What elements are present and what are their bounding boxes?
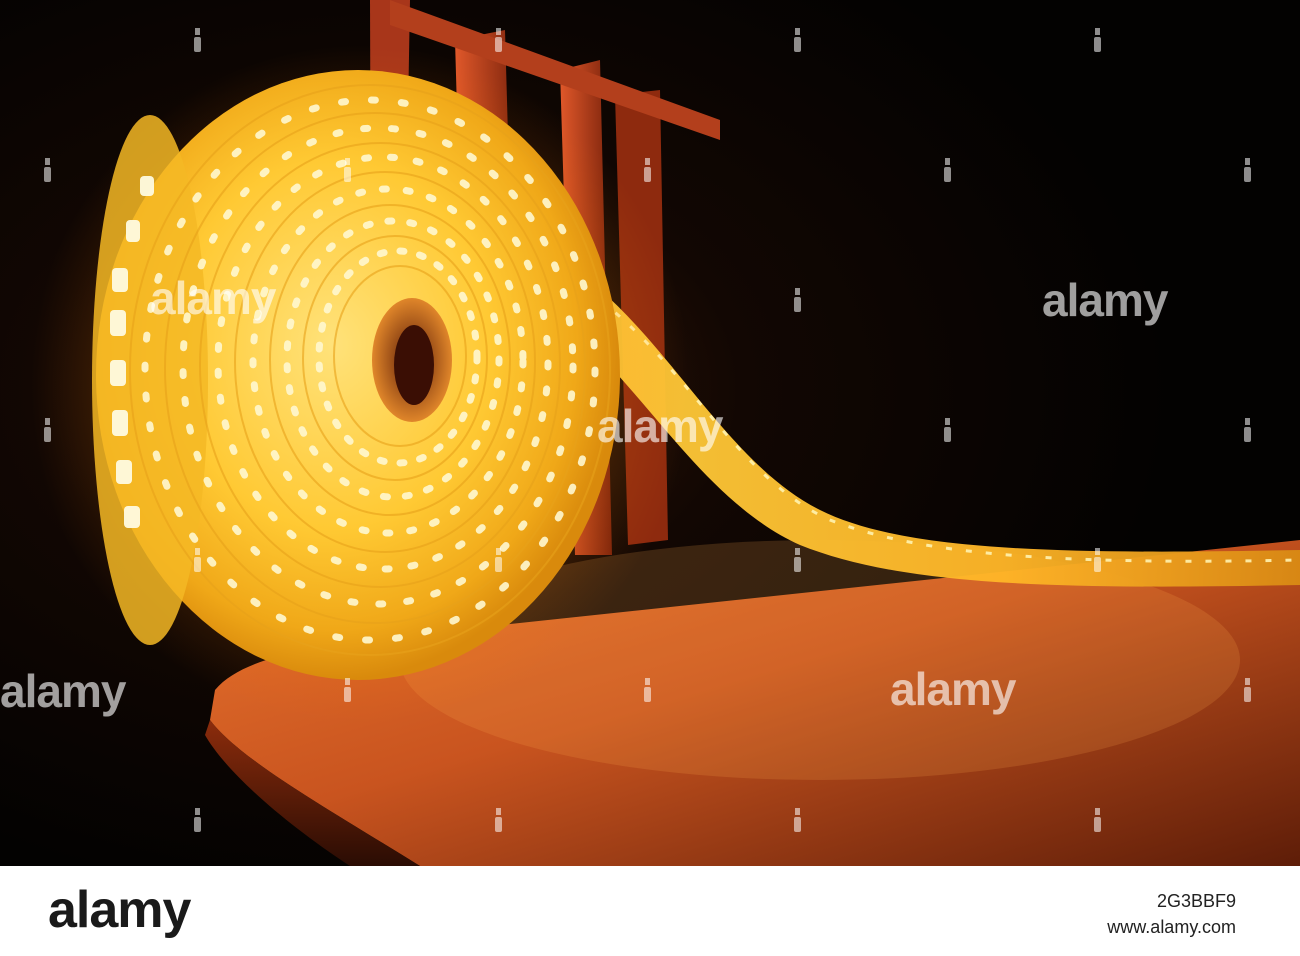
led-strip-tail [560, 260, 1300, 587]
watermark-marker-icon [193, 548, 202, 572]
watermark-marker-icon [643, 158, 652, 182]
watermark-marker-icon [1093, 548, 1102, 572]
image-id: 2G3BBF9 [1156, 891, 1236, 911]
watermark-marker-icon [943, 418, 952, 442]
watermark-marker-icon [494, 28, 503, 52]
watermark-marker-icon [793, 28, 802, 52]
watermark-marker-icon [1243, 678, 1252, 702]
watermark: alamy [1042, 274, 1168, 326]
watermark-marker-icon [793, 288, 802, 312]
led-strip-coil [92, 70, 620, 680]
watermark: alamy [890, 663, 1016, 715]
photo-scene [0, 0, 1300, 866]
watermark-marker-icon [1093, 808, 1102, 832]
footer-bar: alamy 2G3BBF9 www.alamy.com [0, 866, 1300, 956]
watermark: alamy [597, 400, 723, 452]
watermark-marker-icon [193, 808, 202, 832]
watermark-marker-icon [193, 28, 202, 52]
watermark-marker-icon [943, 158, 952, 182]
watermark-marker-icon [1093, 28, 1102, 52]
watermark-marker-icon [793, 808, 802, 832]
watermark: alamy [150, 272, 276, 324]
watermark-marker-icon [1243, 418, 1252, 442]
footer-logo: alamy [48, 881, 191, 939]
watermark-marker-icon [43, 158, 52, 182]
footer-url: www.alamy.com [1107, 917, 1236, 937]
photo: alamy alamy alamy alamy alamy [0, 0, 1300, 866]
watermark-marker-icon [1243, 158, 1252, 182]
watermark-marker-icon [43, 418, 52, 442]
watermark-marker-icon [343, 158, 352, 182]
watermark-marker-icon [494, 548, 503, 572]
watermark-marker-icon [793, 548, 802, 572]
watermark-marker-icon [494, 808, 503, 832]
watermark-marker-icon [643, 678, 652, 702]
watermark-marker-icon [343, 678, 352, 702]
watermark: alamy [0, 665, 126, 717]
